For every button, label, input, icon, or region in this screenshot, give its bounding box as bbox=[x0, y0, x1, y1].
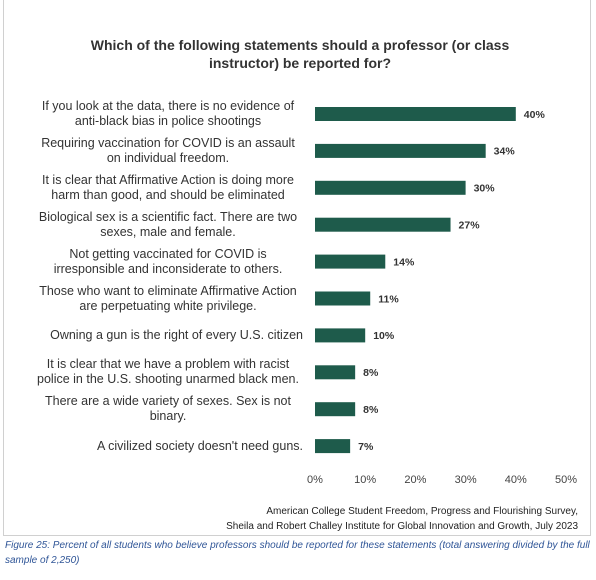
category-label: A civilized society doesn't need guns. bbox=[97, 438, 303, 453]
bar bbox=[315, 180, 466, 195]
x-tick-label: 10% bbox=[354, 474, 376, 486]
chart-frame bbox=[3, 0, 591, 536]
category-label: It is clear that Affirmative Action is d… bbox=[42, 172, 294, 202]
category-label: There are a wide variety of sexes. Sex i… bbox=[45, 394, 291, 424]
value-label: 11% bbox=[378, 293, 399, 305]
category-label-box: A civilized society doesn't need guns. bbox=[0, 428, 303, 464]
bar bbox=[315, 365, 356, 380]
category-label-box: It is clear that we have a problem with … bbox=[0, 354, 303, 390]
value-label: 14% bbox=[393, 256, 415, 268]
bar bbox=[315, 402, 356, 417]
category-label-box: Requiring vaccination for COVID is an as… bbox=[0, 133, 303, 169]
chart: 0% 10% 20% 30% 40% 50% 40% 34% 30% 27% 14% 11% 10% 8%… bbox=[307, 107, 577, 486]
bar bbox=[315, 143, 486, 158]
source: Sheila and Robert Challey Institute for … bbox=[226, 521, 578, 532]
value-label: 30% bbox=[474, 183, 496, 195]
chart-title: Which of the following statements should… bbox=[90, 37, 510, 71]
category-label: Owning a gun is the right of every U.S. … bbox=[50, 327, 303, 342]
bar bbox=[315, 328, 366, 343]
category-label: Biological sex is a scientific fact. The… bbox=[38, 209, 298, 239]
bar bbox=[315, 107, 516, 121]
category-label: It is clear that we have a problem with … bbox=[37, 357, 299, 387]
source: American College Student Freedom, Progre… bbox=[266, 506, 578, 517]
x-tick-label: 30% bbox=[455, 474, 477, 486]
category-label-box: Not getting vaccinated for COVID is irre… bbox=[0, 244, 303, 280]
category-label-box: It is clear that Affirmative Action is d… bbox=[0, 170, 303, 206]
category-label: Those who want to eliminate Affirmative … bbox=[39, 283, 297, 313]
x-tick-label: 40% bbox=[505, 474, 527, 486]
value-label: 40% bbox=[524, 109, 546, 121]
category-label: If you look at the data, there is no evi… bbox=[41, 99, 295, 128]
value-label: 8% bbox=[363, 367, 379, 379]
category-label: Not getting vaccinated for COVID is irre… bbox=[53, 246, 283, 276]
category-label-box: Those who want to eliminate Affirmative … bbox=[0, 281, 303, 317]
caption: Figure 25: Percent of all students who b… bbox=[5, 540, 590, 566]
value-label: 10% bbox=[373, 330, 395, 342]
bar bbox=[315, 254, 386, 269]
category-label-box: Owning a gun is the right of every U.S. … bbox=[0, 317, 303, 353]
x-tick-label: 0% bbox=[307, 474, 323, 486]
bar bbox=[315, 217, 451, 232]
value-label: 7% bbox=[358, 441, 374, 453]
bar bbox=[315, 439, 351, 454]
category-label-box: There are a wide variety of sexes. Sex i… bbox=[0, 391, 303, 427]
category-label-box: Biological sex is a scientific fact. The… bbox=[0, 207, 303, 243]
category-label: Requiring vaccination for COVID is an as… bbox=[41, 135, 295, 165]
value-label: 34% bbox=[494, 146, 516, 158]
value-label: 8% bbox=[363, 404, 379, 416]
bar bbox=[315, 291, 371, 306]
value-label: 27% bbox=[459, 219, 481, 231]
x-tick-label: 20% bbox=[404, 474, 426, 486]
category-label-box: If you look at the data, there is no evi… bbox=[0, 96, 303, 132]
x-tick-label: 50% bbox=[555, 474, 577, 486]
